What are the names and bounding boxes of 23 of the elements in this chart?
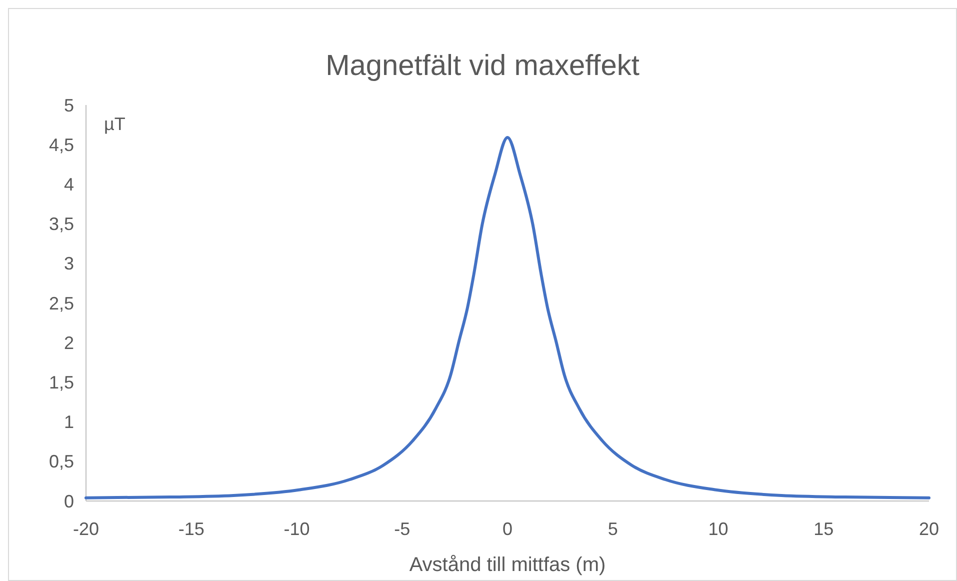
x-tick-label: -15 — [178, 519, 204, 539]
x-tick-label: 5 — [608, 519, 618, 539]
x-axis-title: Avstånd till mittfas (m) — [409, 554, 606, 576]
x-tick-label: -10 — [284, 519, 310, 539]
y-tick-label: 3,5 — [48, 214, 74, 234]
x-tick-label: -20 — [72, 519, 100, 539]
y-tick-label: 0 — [64, 491, 74, 512]
y-tick-label: 0,5 — [48, 452, 74, 472]
y-tick-label: 2 — [64, 332, 74, 353]
x-tick-label: 10 — [708, 519, 728, 539]
y-tick-label: 1 — [64, 412, 74, 432]
y-axis-title: µT — [104, 114, 126, 134]
y-tick-label: 4 — [64, 174, 74, 194]
chart-title: Magnetfält vid maxeffekt — [326, 50, 640, 82]
y-tick-label: 2,5 — [48, 293, 74, 314]
y-tick-label: 4,5 — [48, 134, 74, 155]
x-tick-label: 15 — [814, 519, 834, 539]
x-tick-label: 20 — [918, 519, 940, 539]
x-tick-label: 0 — [502, 519, 513, 539]
x-tick-label: -5 — [394, 519, 410, 539]
y-tick-label: 1,5 — [48, 372, 74, 392]
y-tick-label: 3 — [64, 254, 74, 274]
y-tick-label: 5 — [64, 95, 74, 116]
